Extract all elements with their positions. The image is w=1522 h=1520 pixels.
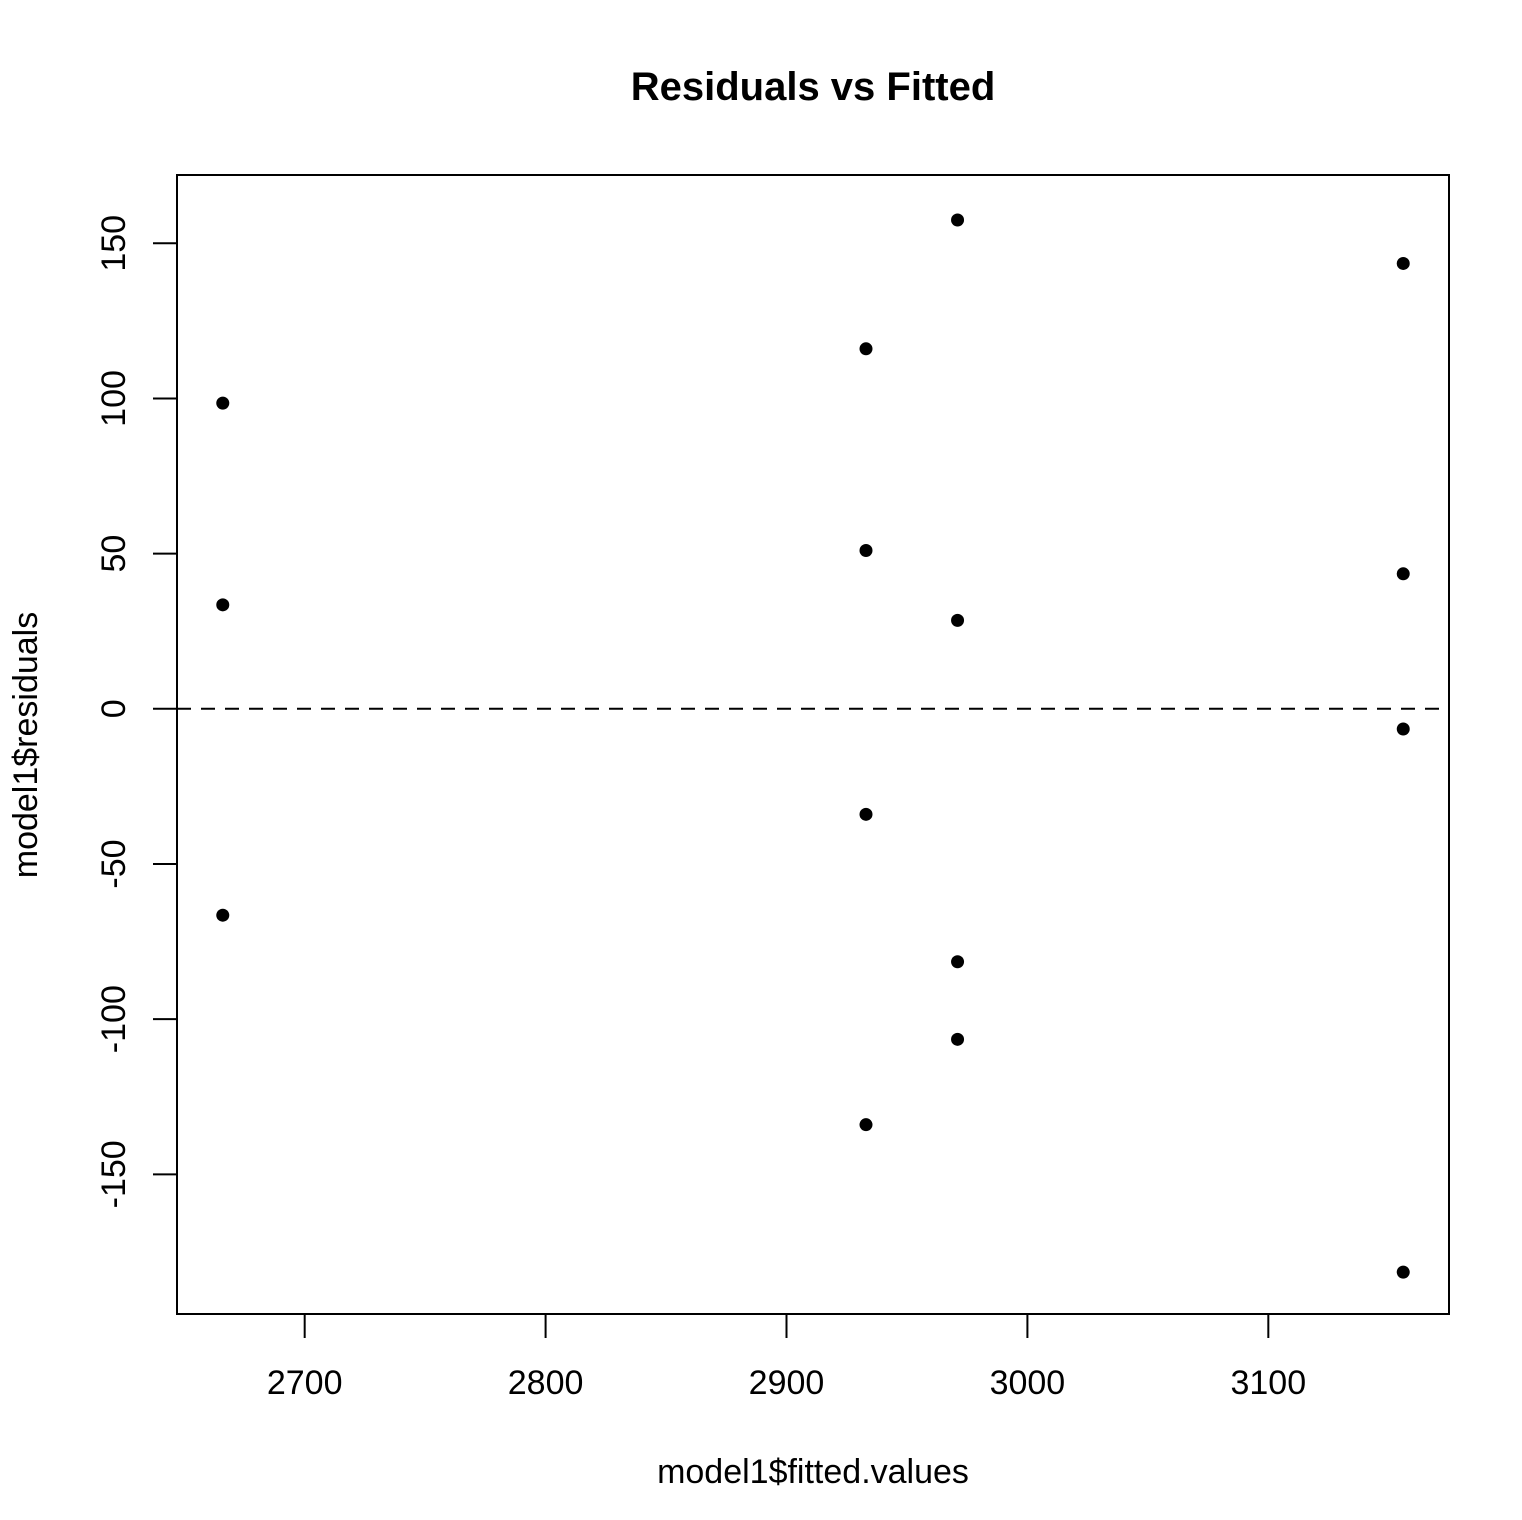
x-tick-label: 2700 — [267, 1364, 343, 1402]
y-tick-label: 0 — [95, 699, 133, 718]
data-point — [859, 342, 873, 356]
data-point — [859, 807, 873, 821]
data-point — [951, 613, 965, 627]
data-point — [859, 544, 873, 558]
data-point — [216, 396, 230, 410]
y-tick-label: -150 — [95, 1140, 133, 1208]
x-tick-label: 2900 — [749, 1364, 825, 1402]
data-point — [859, 1118, 873, 1132]
data-point — [951, 1032, 965, 1046]
x-axis: 2700 2800 2900 3000 3100 — [267, 1313, 1306, 1402]
x-tick-label: 3000 — [990, 1364, 1066, 1402]
y-axis: -150 -100 -50 0 50 100 150 — [95, 215, 178, 1208]
y-axis-label: model1$residuals — [7, 612, 45, 879]
y-tick-label: 50 — [95, 535, 133, 573]
data-point — [951, 955, 965, 969]
x-tick-label: 3100 — [1230, 1364, 1306, 1402]
points-layer — [216, 213, 1410, 1279]
y-tick-label: 150 — [95, 215, 133, 272]
x-tick-label: 2800 — [508, 1364, 584, 1402]
x-axis-label: model1$fitted.values — [657, 1453, 969, 1491]
data-point — [1396, 256, 1410, 270]
y-tick-label: -50 — [95, 839, 133, 888]
data-point — [216, 908, 230, 922]
data-point — [216, 598, 230, 612]
chart-title: Residuals vs Fitted — [631, 65, 996, 109]
plot-frame — [176, 174, 1450, 1315]
data-point — [951, 213, 965, 227]
data-point — [1396, 722, 1410, 736]
y-tick-label: 100 — [95, 370, 133, 427]
data-point — [1396, 1265, 1410, 1279]
data-point — [1396, 567, 1410, 581]
y-tick-label: -100 — [95, 985, 133, 1053]
